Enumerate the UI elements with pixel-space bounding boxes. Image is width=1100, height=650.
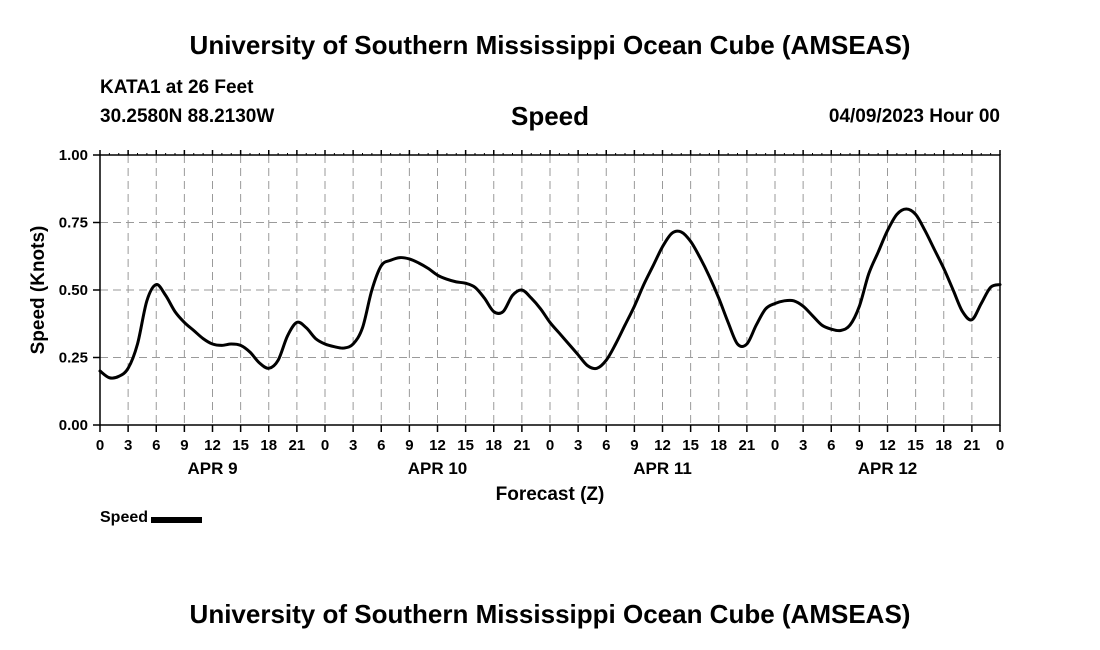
x-tick-label: 15 xyxy=(907,437,924,454)
day-label: APR 10 xyxy=(408,459,468,478)
grid xyxy=(100,155,1000,425)
day-label: APR 11 xyxy=(633,459,692,478)
x-tick-label: 12 xyxy=(429,437,446,454)
x-tick-label: 6 xyxy=(602,437,610,454)
x-tick-label: 15 xyxy=(682,437,699,454)
x-tick-label: 0 xyxy=(96,437,104,454)
y-axis-title: Speed (Knots) xyxy=(28,226,49,355)
day-label: APR 9 xyxy=(187,459,237,478)
x-tick-label: 18 xyxy=(935,437,952,454)
day-label: APR 12 xyxy=(858,459,918,478)
x-tick-label: 6 xyxy=(152,437,160,454)
x-tick-label: 3 xyxy=(799,437,807,454)
speed-series-line xyxy=(98,207,1002,380)
x-axis-title: Forecast (Z) xyxy=(496,484,605,505)
x-tick-label: 9 xyxy=(630,437,638,454)
legend-label: Speed xyxy=(100,509,149,526)
x-tick-label: 3 xyxy=(574,437,582,454)
x-tick-label: 18 xyxy=(710,437,727,454)
x-tick-label: 21 xyxy=(964,437,981,454)
x-tick-label: 12 xyxy=(204,437,221,454)
x-tick-label: 9 xyxy=(405,437,413,454)
x-tick-label: 0 xyxy=(546,437,554,454)
x-tick-label: 12 xyxy=(654,437,671,454)
y-tick-label: 1.00 xyxy=(59,147,88,164)
x-tick-label: 0 xyxy=(771,437,779,454)
x-tick-label: 0 xyxy=(996,437,1004,454)
station-label: KATA1 at 26 Feet xyxy=(100,77,254,98)
x-tick-label: 9 xyxy=(855,437,863,454)
y-tick-label: 0.50 xyxy=(59,282,88,299)
y-tick-label: 0.00 xyxy=(59,417,88,434)
x-tick-label: 12 xyxy=(879,437,896,454)
x-tick-label: 21 xyxy=(289,437,306,454)
x-tick-label: 21 xyxy=(739,437,756,454)
x-tick-label: 6 xyxy=(827,437,835,454)
tick-labels: 0 3 6 9 12 15 18 21 0 3 6 9 12 15 18 21 0 3 6 9 12 15 18 21 0 3 6 9… xyxy=(59,147,1004,478)
x-tick-label: 3 xyxy=(124,437,132,454)
x-tick-label: 18 xyxy=(485,437,502,454)
x-tick-label: 15 xyxy=(457,437,474,454)
legend-swatch xyxy=(151,516,203,523)
x-tick-label: 9 xyxy=(180,437,188,454)
variable-title: Speed xyxy=(510,101,590,131)
ticks xyxy=(93,150,1001,432)
y-tick-label: 0.75 xyxy=(59,215,88,232)
x-tick-label: 21 xyxy=(514,437,531,454)
forecast-datetime: 04/09/2023 Hour 00 xyxy=(828,106,1000,127)
x-tick-label: 6 xyxy=(377,437,385,454)
footer-title: University of Southern Mississippi Ocean… xyxy=(189,599,911,629)
coordinates-label: 30.2580N 88.2130W xyxy=(100,106,275,127)
y-tick-label: 0.25 xyxy=(59,350,88,367)
x-tick-label: 18 xyxy=(260,437,277,454)
legend: Speed xyxy=(100,509,203,527)
x-tick-label: 3 xyxy=(349,437,357,454)
chart-title: University of Southern Mississippi Ocean… xyxy=(189,30,911,60)
x-tick-label: 15 xyxy=(232,437,249,454)
x-tick-label: 0 xyxy=(321,437,329,454)
